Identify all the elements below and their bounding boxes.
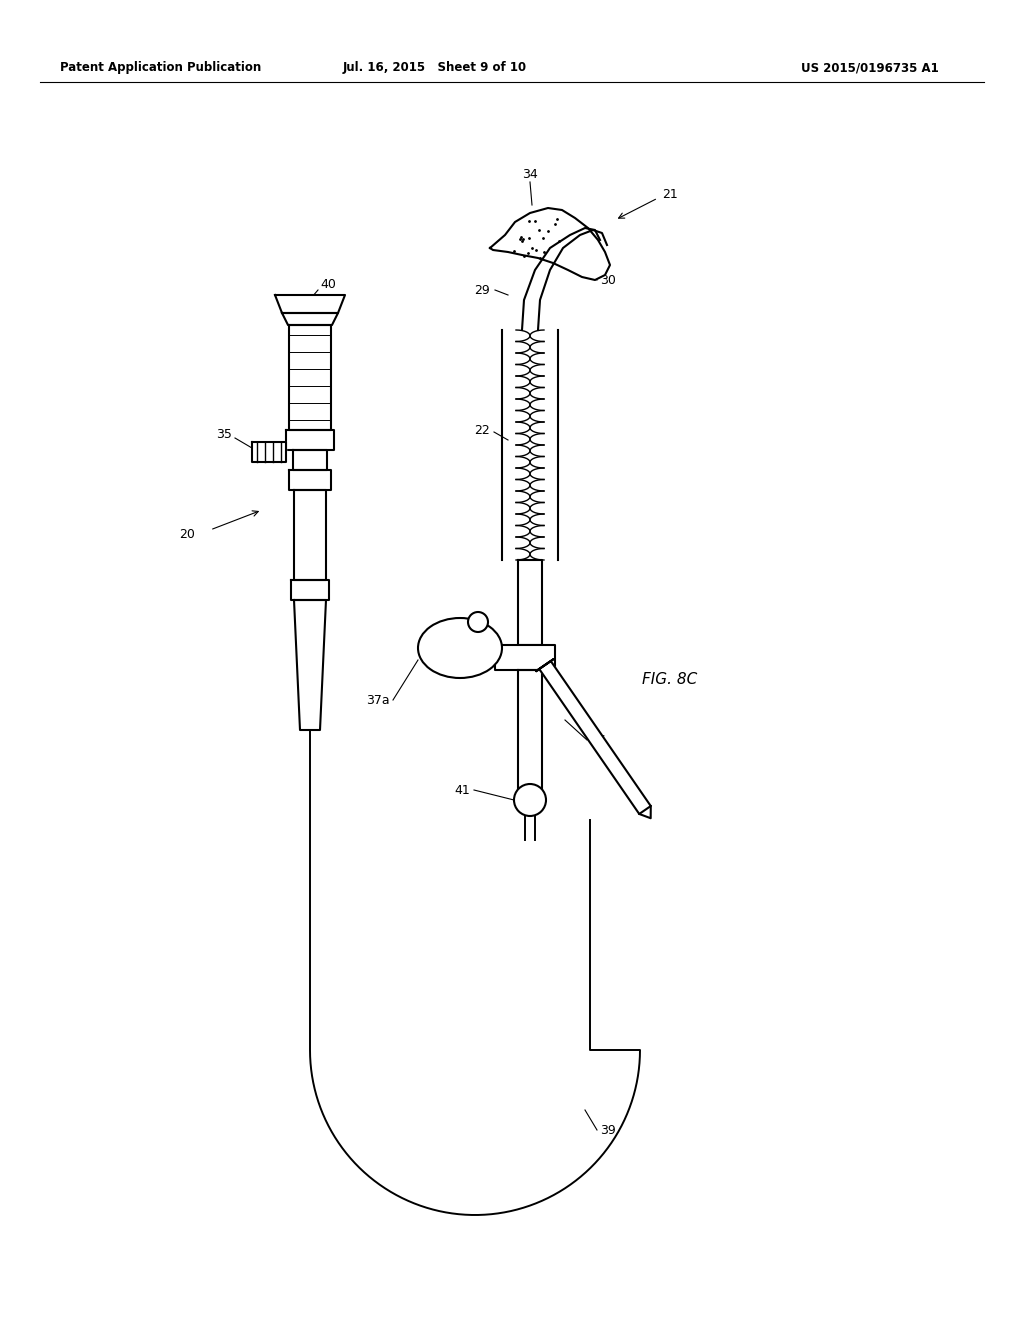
Text: 21: 21 (662, 189, 678, 202)
Polygon shape (518, 560, 542, 645)
Circle shape (514, 784, 546, 816)
Text: 22: 22 (474, 424, 490, 437)
Text: 29: 29 (474, 284, 490, 297)
Polygon shape (293, 450, 327, 470)
Polygon shape (275, 294, 345, 313)
Text: Patent Application Publication: Patent Application Publication (60, 62, 261, 74)
Polygon shape (495, 645, 555, 671)
Text: 39: 39 (600, 1123, 615, 1137)
Polygon shape (294, 601, 326, 730)
Polygon shape (291, 579, 329, 601)
Polygon shape (286, 430, 334, 450)
Polygon shape (282, 313, 338, 325)
Polygon shape (490, 209, 610, 280)
Text: 20: 20 (179, 528, 195, 541)
Polygon shape (252, 442, 286, 462)
Polygon shape (289, 470, 331, 490)
Text: 40: 40 (319, 279, 336, 292)
Text: 37a: 37a (367, 693, 390, 706)
Polygon shape (537, 659, 554, 671)
Text: 41: 41 (455, 784, 470, 796)
Text: 30: 30 (600, 273, 615, 286)
Ellipse shape (418, 618, 502, 678)
Text: 36: 36 (590, 734, 606, 747)
Text: Jul. 16, 2015   Sheet 9 of 10: Jul. 16, 2015 Sheet 9 of 10 (343, 62, 527, 74)
Polygon shape (289, 325, 331, 430)
Circle shape (468, 612, 488, 632)
Polygon shape (294, 490, 326, 579)
Polygon shape (540, 661, 651, 814)
Polygon shape (518, 671, 542, 789)
Text: 35: 35 (216, 429, 232, 441)
Text: 34: 34 (522, 169, 538, 181)
Text: FIG. 8C: FIG. 8C (642, 672, 697, 688)
Text: US 2015/0196735 A1: US 2015/0196735 A1 (801, 62, 939, 74)
